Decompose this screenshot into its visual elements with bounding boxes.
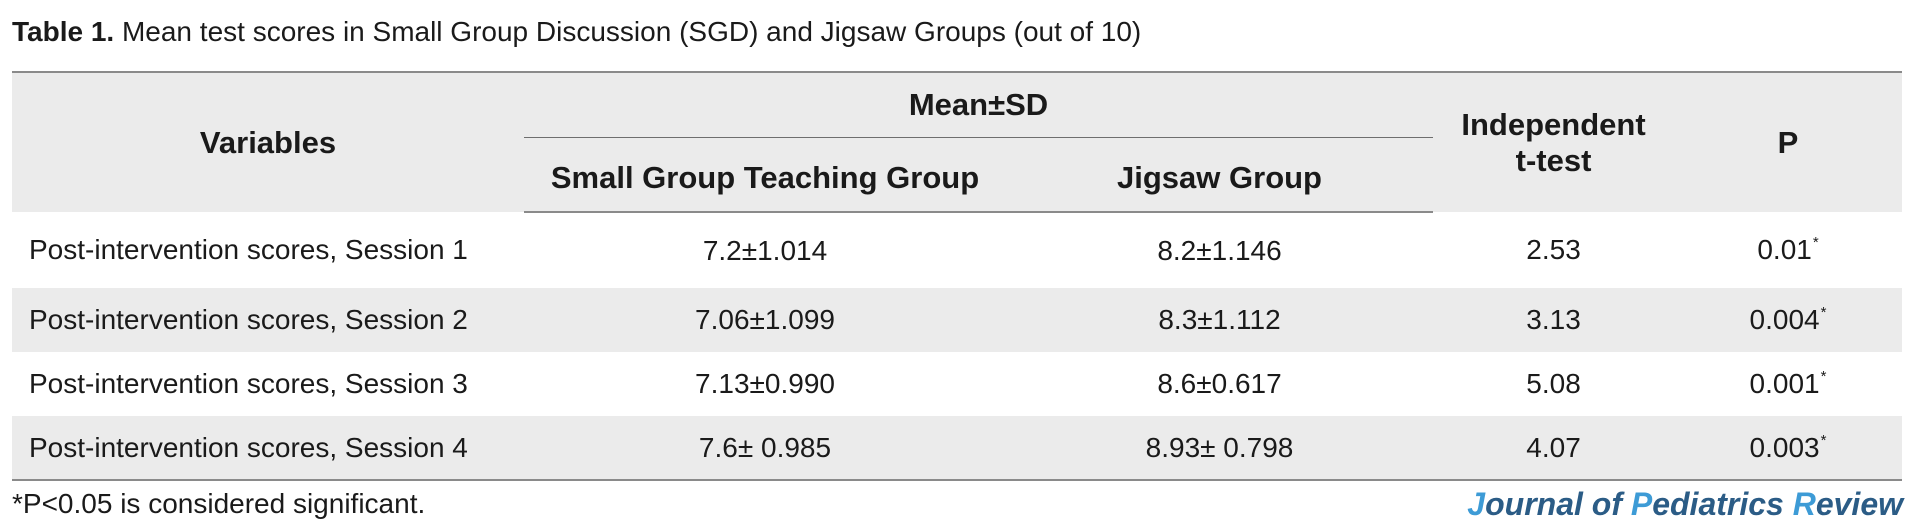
header-mean-sd: Mean±SD (524, 71, 1434, 138)
cell-p: 0.01* (1674, 212, 1902, 288)
scores-table: Variables Mean±SD Independent t-test P Sm… (12, 71, 1903, 481)
cell-p: 0.003* (1674, 416, 1902, 480)
cell-p: 0.001* (1674, 352, 1902, 416)
cell-t-test: 2.53 (1526, 234, 1581, 265)
header-small-group: Small Group Teaching Group (524, 137, 1006, 213)
cell-t-test: 5.08 (1526, 368, 1581, 399)
cell-variable: Post-intervention scores, Session 1 (29, 234, 468, 265)
cell-small-group: 7.2±1.014 (702, 234, 828, 266)
cell-small-group: 7.13±0.990 (695, 368, 835, 399)
table-row: Post-intervention scores, Session 1 7.2±… (12, 212, 1902, 288)
p-value: 0.001 (1749, 368, 1820, 399)
significance-mark: * (1820, 304, 1827, 321)
caption-label: Table 1. (12, 16, 115, 47)
table-row: Post-intervention scores, Session 4 7.6±… (12, 416, 1903, 480)
p-value: 0.01 (1757, 234, 1812, 265)
p-value: 0.003 (1749, 431, 1820, 463)
table-body: Post-intervention scores, Session 1 7.2±… (12, 212, 1903, 480)
journal-logo: Journal of Pediatrics Review (1467, 486, 1903, 522)
table-caption: Table 1. Mean test scores in Small Group… (12, 12, 1141, 52)
header-independent-t-test: Independent t-test (1433, 71, 1675, 212)
cell-variable: Post-intervention scores, Session 4 (29, 431, 468, 463)
cell-p: 0.004* (1674, 288, 1902, 352)
cell-jigsaw: 8.2±1.146 (1157, 234, 1282, 266)
table-row: Post-intervention scores, Session 2 7.06… (12, 288, 1903, 352)
significance-mark: * (1820, 368, 1827, 385)
significance-mark: * (1820, 431, 1827, 449)
cell-jigsaw: 8.6±0.617 (1157, 368, 1282, 399)
p-value: 0.004 (1749, 304, 1820, 335)
cell-t-test: 3.13 (1526, 304, 1581, 335)
table-footnote: *P<0.05 is considered significant. (12, 488, 426, 519)
table-header: Variables Mean±SD Independent t-test P Sm… (12, 71, 1903, 213)
cell-jigsaw: 8.93± 0.798 (1145, 431, 1294, 463)
header-jigsaw: Jigsaw Group (1006, 137, 1434, 213)
cell-small-group: 7.06±1.099 (695, 304, 835, 335)
significance-mark: * (1812, 234, 1819, 251)
caption-text: Mean test scores in Small Group Discussi… (114, 16, 1142, 47)
header-p: P (1674, 71, 1903, 212)
cell-small-group: 7.6± 0.985 (698, 431, 832, 463)
header-independent-line2: t-test (1515, 142, 1592, 178)
cell-variable: Post-intervention scores, Session 3 (29, 368, 468, 399)
header-independent-line1: Independent (1461, 106, 1646, 142)
table-row: Post-intervention scores, Session 3 7.13… (12, 352, 1902, 416)
cell-variable: Post-intervention scores, Session 2 (29, 304, 468, 335)
cell-t-test: 4.07 (1526, 431, 1581, 463)
cell-jigsaw: 8.3±1.112 (1158, 304, 1281, 335)
header-variables: Variables (12, 71, 524, 212)
